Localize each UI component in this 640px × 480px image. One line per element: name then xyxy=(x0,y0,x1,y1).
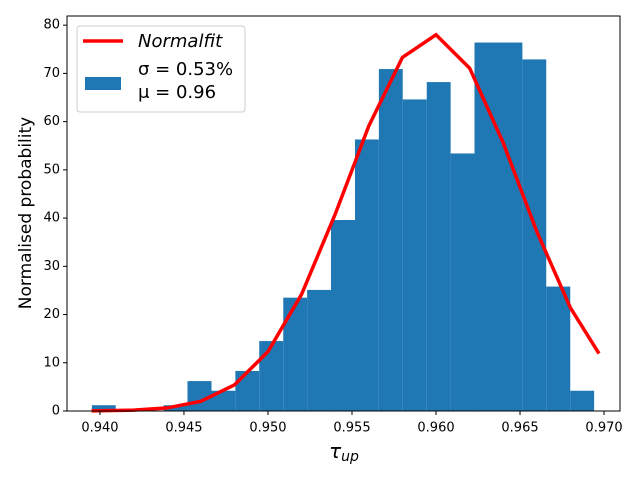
x-tick-label: 0.945 xyxy=(165,421,202,436)
histogram-bar xyxy=(570,390,595,411)
histogram-bar xyxy=(211,390,236,411)
histogram-bar xyxy=(330,220,356,411)
histogram-bar xyxy=(522,59,547,412)
legend-label: Normalfit xyxy=(138,31,223,52)
y-tick-label: 80 xyxy=(43,18,60,33)
legend-label: μ = 0.96 xyxy=(138,82,216,103)
y-tick-label: 40 xyxy=(43,211,60,226)
y-tick-label: 30 xyxy=(43,259,60,274)
histogram-bar xyxy=(378,69,403,412)
legend-label: σ = 0.53% xyxy=(138,59,233,80)
histogram-bar xyxy=(91,405,116,411)
histogram-bar xyxy=(450,153,475,411)
x-tick-label: 0.955 xyxy=(333,421,370,436)
x-axis-label-subscript: up xyxy=(341,449,359,465)
histogram-bar xyxy=(355,139,379,411)
x-tick-label: 0.965 xyxy=(501,421,538,436)
histogram-bar xyxy=(235,370,260,411)
legend-box xyxy=(76,25,246,113)
histogram-bar xyxy=(402,99,427,411)
x-tick-label: 0.970 xyxy=(585,421,622,436)
y-tick-label: 70 xyxy=(43,66,60,81)
histogram-bar xyxy=(307,289,331,411)
histogram-bar xyxy=(259,341,284,411)
x-tick-label: 0.940 xyxy=(81,421,118,436)
legend-patch xyxy=(85,77,121,90)
plot-frame xyxy=(66,15,621,412)
fit-line xyxy=(91,32,601,413)
histogram-bar xyxy=(498,42,523,412)
histogram-bar xyxy=(546,286,571,411)
histogram-bar xyxy=(474,42,499,412)
histogram-bar xyxy=(426,82,451,412)
y-axis-label: Normalised probability xyxy=(16,117,36,309)
histogram-bar xyxy=(187,381,212,411)
x-axis-label-main: τ xyxy=(329,439,342,463)
y-tick-label: 50 xyxy=(43,162,60,177)
x-axis-label: τup xyxy=(329,439,359,466)
x-tick-label: 0.950 xyxy=(249,421,286,436)
y-tick-label: 20 xyxy=(43,307,60,322)
y-tick-label: 10 xyxy=(43,355,60,370)
histogram-bar xyxy=(283,297,308,411)
histogram-bar xyxy=(163,405,188,411)
x-tick-label: 0.960 xyxy=(417,421,454,436)
y-tick-label: 60 xyxy=(43,114,60,129)
y-tick-label: 0 xyxy=(52,404,60,419)
